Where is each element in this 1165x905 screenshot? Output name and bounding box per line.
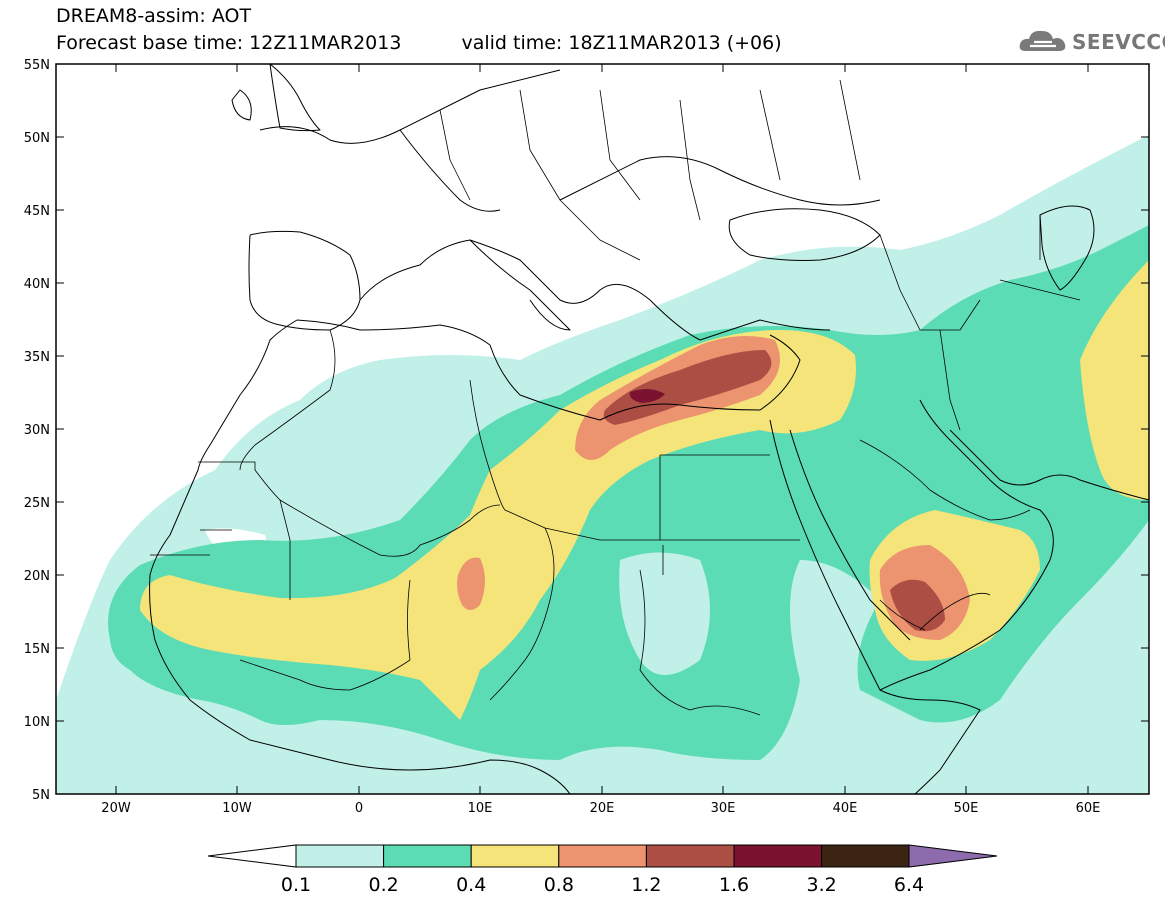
colorbar-bin-0-1 (295, 844, 385, 868)
border-morocco-algeria (239, 329, 336, 471)
lat-label-10n: 10N (24, 715, 50, 730)
lat-label-50n: 50N (24, 131, 50, 146)
coastlines-borders (149, 64, 1149, 794)
colorbar-label-0-2: 0.2 (368, 874, 398, 896)
lon-label-30e: 30E (711, 801, 736, 816)
map-title: DREAM8-assim: AOT (56, 5, 252, 27)
colorbar-label-0-1: 0.1 (281, 874, 311, 896)
lat-label-55n: 55N (24, 58, 50, 73)
border-libya (469, 379, 770, 541)
longitude-axis (115, 64, 1089, 794)
colorbar-labels: 0.1 0.2 0.4 0.8 1.2 1.6 3.2 6.4 (281, 874, 924, 896)
lat-label-40n: 40N (24, 277, 50, 292)
border-arabia (859, 439, 1031, 631)
lon-label-10w: 10W (222, 801, 252, 816)
border-europe (439, 79, 861, 261)
colorbar-bin-0-8 (558, 844, 647, 868)
lat-label-15n: 15N (24, 642, 50, 657)
coastline-caspian-sea (1039, 205, 1095, 291)
coastline-italy (469, 239, 571, 331)
colorbar-bin-0-4 (470, 844, 560, 868)
colorbar-label-0-4: 0.4 (456, 874, 486, 896)
colorbar (207, 844, 998, 868)
time-info: Forecast base time: 12Z11MAR2013 valid ti… (56, 33, 782, 53)
logo-text: SEEVCCC (1072, 30, 1165, 54)
lat-label-5n: 5N (32, 788, 50, 803)
lon-label-60e: 60E (1076, 801, 1101, 816)
lon-label-0: 0 (355, 801, 363, 816)
colorbar-label-1-6: 1.6 (719, 874, 749, 896)
coastline-mediterranean-south (296, 319, 801, 421)
coastline-northern-europe (259, 69, 881, 212)
aot-shade-1-2-yemen (890, 579, 945, 632)
colorbar-bin-3-2 (821, 844, 910, 868)
coastline-west-africa (149, 319, 571, 794)
coastline-british-isles (231, 64, 321, 132)
colorbar-bin-0-2 (383, 844, 472, 868)
coastline-europe (359, 239, 831, 341)
border-western-sahara (150, 461, 291, 600)
latitude-labels: 55N 50N 45N 40N 35N 30N 25N 20N 15N 10N … (24, 58, 50, 803)
colorbar-bin-1-2 (645, 844, 735, 868)
lon-label-40e: 40E (833, 801, 858, 816)
cloud-icon (1019, 30, 1066, 51)
aot-shade-0-4 (140, 330, 856, 720)
coastline-persian-gulf (949, 429, 1149, 501)
lon-label-10e: 10E (468, 801, 493, 816)
colorbar-label-1-2: 1.2 (631, 874, 661, 896)
border-algeria-mali-niger (239, 499, 501, 691)
colorbar-label-6-4: 6.4 (894, 874, 924, 896)
coastline-iberia (248, 230, 361, 331)
coastline-black-sea (728, 208, 881, 261)
lon-label-20w: 20W (101, 801, 131, 816)
aot-shade-1-2 (603, 350, 772, 425)
lat-label-25n: 25N (24, 496, 50, 511)
longitude-labels: 20W 10W 0 10E 20E 30E 40E 50E 60E (101, 801, 1100, 816)
colorbar-below-arrow (207, 844, 297, 868)
lat-label-35n: 35N (24, 350, 50, 365)
colorbar-above-arrow (908, 844, 998, 868)
latitude-axis (56, 63, 1149, 795)
valid-time: valid time: 18Z11MAR2013 (+06) (461, 32, 782, 54)
lat-label-30n: 30N (24, 423, 50, 438)
aot-shade-0-8-sahel (457, 557, 485, 610)
border-sudan-egypt (660, 539, 800, 575)
aot-shade-1-6 (629, 388, 665, 403)
aot-shade-0-1-inner (619, 552, 710, 675)
coastline-red-sea (769, 419, 911, 691)
lat-label-20n: 20N (24, 569, 50, 584)
border-chad-sudan (489, 527, 761, 716)
border-middle-east (879, 215, 1081, 431)
seevccc-logo: SEEVCCC (1018, 26, 1165, 56)
forecast-base-time: Forecast base time: 12Z11MAR2013 (56, 32, 402, 54)
aot-shade-0-4-east (1080, 260, 1149, 500)
lon-label-50e: 50E (954, 801, 979, 816)
colorbar-label-3-2: 3.2 (806, 874, 836, 896)
lat-label-45n: 45N (24, 204, 50, 219)
colorbar-bin-1-6 (733, 844, 823, 868)
coastline-arabia (879, 399, 1054, 691)
colorbar-label-0-8: 0.8 (544, 874, 574, 896)
aot-contour-fields (56, 135, 1149, 794)
lon-label-20e: 20E (590, 801, 615, 816)
coastline-horn-of-africa (879, 689, 981, 794)
